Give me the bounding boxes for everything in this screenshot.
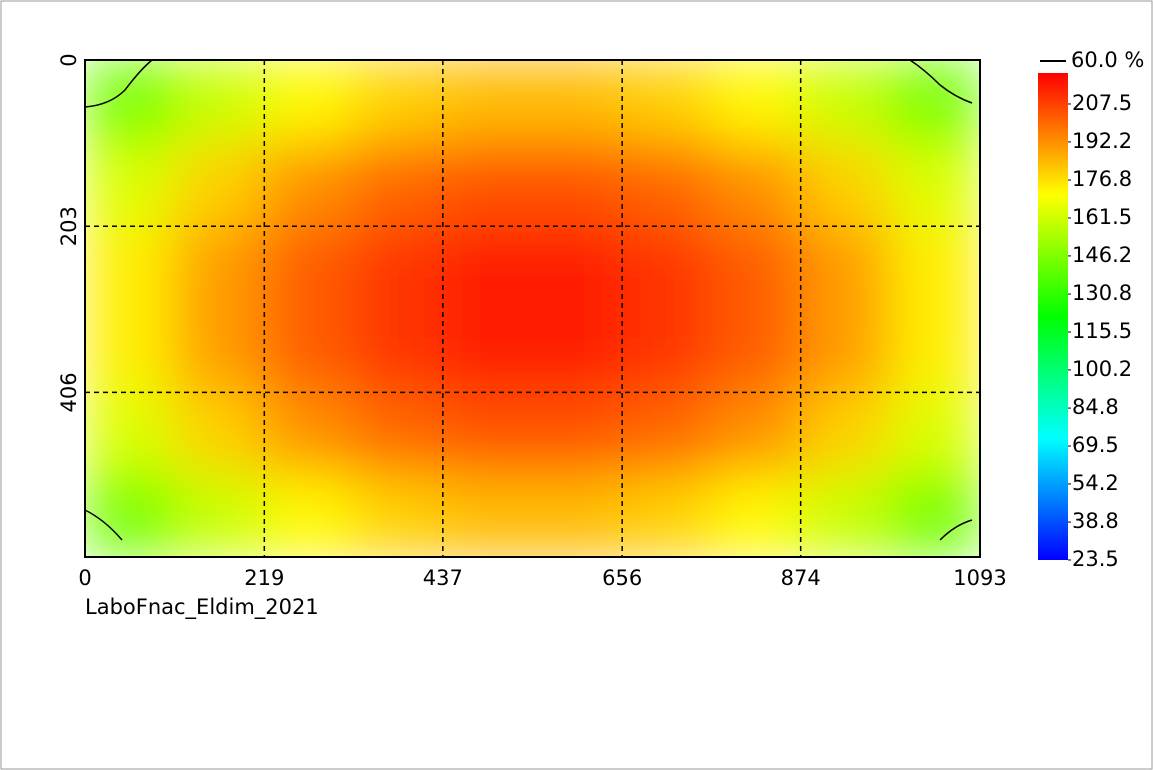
colorbar-tick-label: 115.5 xyxy=(1072,319,1132,343)
heat-cell xyxy=(353,142,444,227)
heat-cell xyxy=(353,473,444,557)
heat-cell xyxy=(800,142,891,227)
colorbar-tick-label: 54.2 xyxy=(1072,471,1119,495)
heat-cell xyxy=(174,60,265,144)
y-tick-label: 0 xyxy=(57,53,81,66)
heat-cell xyxy=(800,473,891,557)
heat-cell xyxy=(263,308,354,392)
heat-cell xyxy=(442,225,533,309)
heat-cell xyxy=(85,390,175,475)
heat-cell xyxy=(442,142,533,227)
heat-cell xyxy=(890,473,980,557)
heatmap-cells xyxy=(85,60,980,557)
heat-cell xyxy=(800,308,891,392)
colorbar-tick-label: 69.5 xyxy=(1072,433,1119,457)
heat-cell xyxy=(711,473,802,557)
x-tick-label: 1093 xyxy=(953,566,1006,590)
heat-cell xyxy=(890,308,980,392)
heat-cell xyxy=(711,390,802,475)
y-tick-label: 203 xyxy=(57,206,81,246)
colorbar-tick-label: 38.8 xyxy=(1072,509,1119,533)
heat-cell xyxy=(174,473,265,557)
heat-cell xyxy=(353,225,444,309)
x-tick-label: 874 xyxy=(781,566,821,590)
heatmap-area xyxy=(85,60,980,557)
heat-cell xyxy=(85,225,175,309)
heat-cell xyxy=(621,308,712,392)
heat-cell xyxy=(621,473,712,557)
heat-cell xyxy=(85,308,175,392)
heat-cell xyxy=(442,473,533,557)
y-tick-label: 406 xyxy=(57,372,81,412)
heat-cell xyxy=(800,225,891,309)
x-tick-label: 0 xyxy=(78,566,91,590)
heat-cell xyxy=(263,60,354,144)
heat-cell xyxy=(800,390,891,475)
heat-cell xyxy=(442,308,533,392)
heat-cell xyxy=(263,473,354,557)
x-tick-label: 437 xyxy=(423,566,463,590)
x-axis-label: LaboFnac_Eldim_2021 xyxy=(85,595,319,620)
heat-cell xyxy=(711,225,802,309)
grid xyxy=(85,60,980,557)
colorbar-tick-label: 192.2 xyxy=(1072,129,1132,153)
heat-cell xyxy=(890,60,980,144)
contour xyxy=(84,59,153,108)
heat-cell xyxy=(85,60,175,144)
heat-cell xyxy=(353,60,444,144)
colorbar-tick-label: 23.5 xyxy=(1072,547,1119,571)
heat-cell xyxy=(621,225,712,309)
heat-cell xyxy=(532,142,623,227)
heat-cell xyxy=(263,390,354,475)
heat-cell xyxy=(532,473,623,557)
heat-cell xyxy=(890,390,980,475)
heat-cell xyxy=(711,142,802,227)
contour-lines xyxy=(84,59,973,541)
contour xyxy=(84,509,123,541)
heat-cell xyxy=(532,225,623,309)
heat-cell xyxy=(711,308,802,392)
heat-cell xyxy=(174,225,265,309)
heat-cell xyxy=(353,308,444,392)
colorbar-tick-label: 176.8 xyxy=(1072,167,1132,191)
colorbar-tick-label: 130.8 xyxy=(1072,281,1132,305)
heat-cell xyxy=(532,60,623,144)
colorbar-tick-label: 207.5 xyxy=(1072,91,1132,115)
plot-border xyxy=(84,59,981,558)
heat-cell xyxy=(800,60,891,144)
heat-cell xyxy=(621,142,712,227)
heat-cell xyxy=(711,60,802,144)
colorbar-tick-label: 84.8 xyxy=(1072,395,1119,419)
heat-cell xyxy=(890,142,980,227)
colorbar-tick-label: 100.2 xyxy=(1072,357,1132,381)
heat-cell xyxy=(442,60,533,144)
heat-cell xyxy=(353,390,444,475)
x-tick-label: 656 xyxy=(602,566,642,590)
heat-cell xyxy=(174,142,265,227)
heat-cell xyxy=(532,390,623,475)
colorbar-tick-label: 161.5 xyxy=(1072,205,1132,229)
colorbar xyxy=(1038,73,1068,560)
contour xyxy=(909,59,973,104)
axes: 0 219 437 656 874 1093 0 203 406 23.5 38.8 54.2 69.5… xyxy=(57,53,1132,590)
heat-cell xyxy=(85,473,175,557)
heat-cell xyxy=(85,142,175,227)
heat-cell xyxy=(532,308,623,392)
heat-cell xyxy=(174,390,265,475)
contour-legend-label: 60.0 % xyxy=(1071,48,1144,72)
colorbar-tick-label: 146.2 xyxy=(1072,243,1132,267)
contour xyxy=(939,519,973,541)
heat-cell xyxy=(263,225,354,309)
x-tick-label: 219 xyxy=(244,566,284,590)
heat-cell xyxy=(174,308,265,392)
heat-cell xyxy=(263,142,354,227)
heat-cell xyxy=(621,390,712,475)
heat-cell xyxy=(621,60,712,144)
heat-cell xyxy=(890,225,980,309)
heat-cell xyxy=(442,390,533,475)
